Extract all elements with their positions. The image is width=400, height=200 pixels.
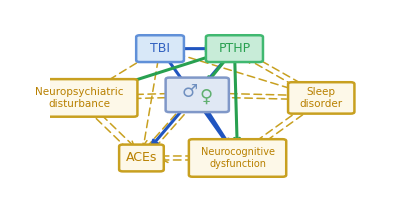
FancyBboxPatch shape [22,79,138,117]
Text: Neuropsychiatric
disturbance: Neuropsychiatric disturbance [35,87,124,109]
Text: ACEs: ACEs [126,151,157,164]
Text: PTHP: PTHP [218,42,250,55]
Text: ♀: ♀ [199,88,212,106]
Text: Sleep
disorder: Sleep disorder [300,87,343,109]
FancyBboxPatch shape [166,78,229,112]
FancyBboxPatch shape [136,35,184,62]
FancyBboxPatch shape [206,35,263,62]
Text: ♂: ♂ [182,83,198,101]
FancyBboxPatch shape [119,145,164,171]
Text: TBI: TBI [150,42,170,55]
FancyBboxPatch shape [288,82,354,114]
FancyBboxPatch shape [189,139,286,177]
Text: Neurocognitive
dysfunction: Neurocognitive dysfunction [200,147,274,169]
